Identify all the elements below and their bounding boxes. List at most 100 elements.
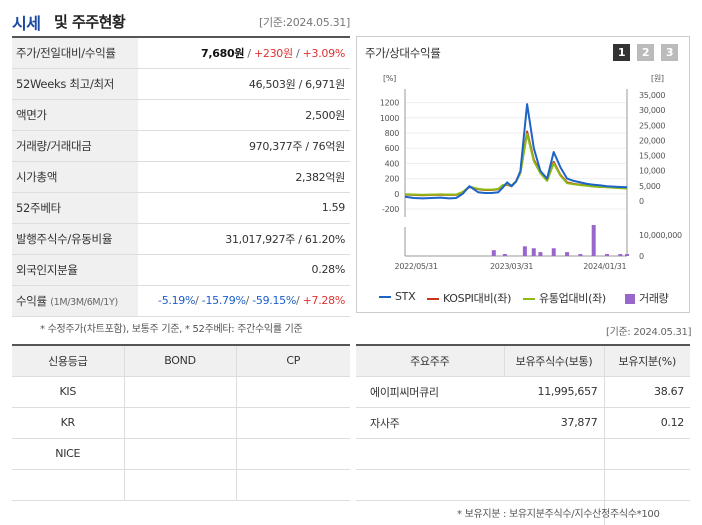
holder-pct [604, 500, 690, 525]
right-tick-label: 5,000 [639, 182, 661, 191]
chart-page-2-button[interactable]: 2 [637, 44, 654, 61]
holder-name: 자사주 [356, 407, 504, 439]
price-change-rate: 7,680원 / +230원 / +3.09% [138, 37, 350, 69]
volume-bar [522, 246, 527, 256]
holder-shares: 11,995,657 [504, 376, 605, 408]
table-row [356, 438, 690, 470]
table-row [356, 500, 690, 525]
right-tick-label: 30,000 [639, 106, 665, 115]
x-tick-label: 2024/01/31 [583, 262, 626, 271]
separator: / [292, 46, 303, 60]
credit-rating-table: 신용등급 BOND CP KIS KR NICE [12, 344, 350, 501]
legend-item-retail: 유통업대비(좌) [523, 290, 606, 306]
holder-shares: 37,877 [504, 407, 605, 439]
table-row: KIS [12, 376, 350, 408]
cp-rating [236, 469, 350, 501]
table-row [356, 469, 690, 501]
agency-name: KR [12, 407, 125, 439]
volume-bar [618, 254, 623, 256]
holder-shares [504, 500, 605, 525]
left-tick-label: 0 [394, 190, 399, 199]
cp-rating [236, 407, 350, 439]
separator: / [244, 46, 254, 60]
row-label: 액면가 [12, 99, 138, 131]
cp-rating [236, 438, 350, 470]
column-header: 신용등급 [12, 345, 125, 377]
table-header-row: 신용등급 BOND CP [12, 345, 350, 377]
return-1y: +7.28% [302, 294, 346, 307]
section-title: 시세 [12, 14, 41, 33]
volume-tick-label: 10,000,000 [639, 231, 682, 240]
volume-bar [551, 248, 556, 256]
right-tick-label: 20,000 [639, 136, 665, 145]
bond-rating [124, 376, 237, 408]
return-1m: -5.19% [158, 294, 196, 307]
legend-swatch [427, 298, 439, 300]
legend-swatch [523, 298, 535, 300]
right-tick-label: 15,000 [639, 152, 665, 161]
holders-reference-date: [기준: 2024.05.31] [606, 327, 692, 338]
x-tick-label: 2023/03/31 [490, 262, 533, 271]
separator: / [195, 294, 202, 307]
chart-page-1-button[interactable]: 1 [613, 44, 630, 61]
holder-pct [604, 469, 690, 501]
row-label: 수익률 (1M/3M/6M/1Y) [12, 285, 138, 317]
row-label: 시가총액 [12, 161, 138, 193]
stock-chart: [%] [원] -200 0 200 400 600 800 1000 1200 0 5,000 10,… [380, 74, 682, 271]
volume-bar [565, 252, 570, 256]
reference-date: [기준:2024.05.31] [258, 16, 350, 29]
table-row: 수익률 (1M/3M/6M/1Y) -5.19%/ -15.79%/ -59.1… [12, 285, 350, 317]
column-header: 주요주주 [356, 345, 505, 377]
return-3m: -15.79% [201, 294, 246, 307]
right-tick-label: 35,000 [639, 91, 665, 100]
separator: / [245, 294, 253, 307]
bond-rating [124, 469, 237, 501]
volume-bar [625, 254, 629, 256]
change-rate: +3.09% [302, 46, 346, 60]
legend-label: 거래량 [639, 292, 669, 305]
quote-footnote: * 수정주가(차트포함), 보통주 기준, * 52주베타: 주간수익률 기준 [40, 324, 303, 335]
chart-panel: 주가/상대수익률 1 2 3 [%] [원] -200 0 200 400 600 800 10… [356, 36, 690, 313]
holders-footnote: * 보유지분 : 보유지분주식수/지수산정주식수*100 [457, 509, 660, 520]
row-label: 주가/전일대비/수익률 [12, 37, 138, 69]
holder-pct: 38.67 [604, 376, 690, 408]
agency-name [12, 469, 125, 501]
right-tick-label: 10,000 [639, 167, 665, 176]
series-line-stx [404, 103, 628, 200]
legend-label: KOSPI대비(좌) [443, 292, 512, 305]
holder-shares [504, 469, 605, 501]
left-tick-label: 400 [385, 159, 400, 168]
section-header: 시세 및 주주현황 [기준:2024.05.31] [12, 10, 350, 34]
volume-bar [578, 254, 583, 256]
holder-pct: 0.12 [604, 407, 690, 439]
agency-name: KIS [12, 376, 125, 408]
column-header: BOND [124, 345, 237, 377]
price-change: +230원 [253, 46, 293, 60]
left-tick-label: 1200 [380, 99, 399, 108]
table-row: 시가총액 2,382억원 [12, 161, 350, 193]
legend-swatch [379, 296, 391, 298]
row-value: 2,500원 [138, 99, 350, 131]
table-row: KR [12, 407, 350, 439]
return-6m: -59.15% [252, 294, 297, 307]
bond-rating [124, 438, 237, 470]
table-row: 거래량/거래대금 970,377주 / 76억원 [12, 130, 350, 162]
row-label: 52Weeks 최고/최저 [12, 68, 138, 100]
table-row: 외국인지분율 0.28% [12, 254, 350, 286]
table-row: NICE [12, 438, 350, 470]
table-row: 자사주 37,877 0.12 [356, 407, 690, 439]
legend-label: STX [395, 290, 416, 303]
volume-bar [491, 250, 496, 256]
chart-page-3-button[interactable]: 3 [661, 44, 678, 61]
holder-name [356, 500, 504, 525]
table-row: 52주베타 1.59 [12, 192, 350, 224]
section-subtitle: 및 주주현황 [54, 13, 126, 31]
row-value: 1.59 [138, 192, 350, 224]
returns-label: 수익률 [16, 293, 47, 308]
holder-name [356, 469, 504, 501]
table-row: 주가/전일대비/수익률 7,680원 / +230원 / +3.09% [12, 37, 350, 69]
column-header: 보유주식수(보통) [504, 345, 605, 377]
legend-item-stx: STX [379, 290, 416, 303]
column-header: 보유지분(%) [604, 345, 690, 377]
volume-bar [538, 252, 543, 256]
